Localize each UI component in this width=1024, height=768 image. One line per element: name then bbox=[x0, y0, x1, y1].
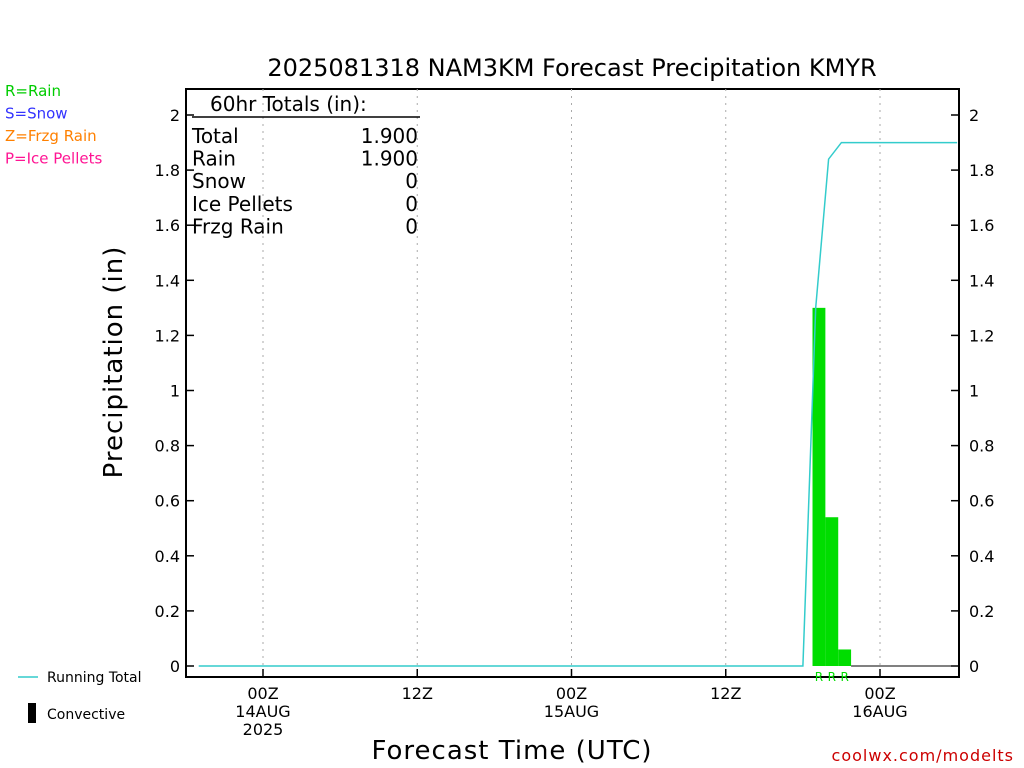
y-tick-label-right: 0.2 bbox=[969, 602, 994, 621]
totals-row-value: 0 bbox=[405, 214, 418, 238]
totals-row-label: Total bbox=[191, 124, 239, 148]
running-total-series bbox=[198, 141, 959, 667]
y-tick-label: 1.4 bbox=[155, 271, 180, 290]
y-axis-right: 0 0.2 0.4 0.6 0.8 1 1.2 1.4 1.6 1.8 2 bbox=[951, 106, 994, 676]
precip-type-legend-item: R=Rain bbox=[5, 82, 61, 100]
y-tick-label: 0.8 bbox=[155, 437, 180, 456]
x-tick-label: 00Z bbox=[864, 684, 895, 703]
y-tick-label-right: 1.2 bbox=[969, 326, 994, 345]
x-tick-label: 15AUG bbox=[544, 702, 599, 721]
series-legend: Running Total Convective bbox=[18, 670, 142, 723]
y-axis-title: Precipitation (in) bbox=[99, 246, 129, 479]
totals-row-value: 1.900 bbox=[361, 147, 418, 171]
totals-row-label: Rain bbox=[192, 147, 236, 171]
y-tick-label-right: 1 bbox=[969, 382, 979, 401]
y-tick-label: 1.2 bbox=[155, 326, 180, 345]
precip-bar bbox=[812, 307, 826, 666]
bar-type-label: R bbox=[815, 670, 823, 684]
x-tick-label: 16AUG bbox=[852, 702, 907, 721]
precip-type-legend-item: P=Ice Pellets bbox=[5, 150, 102, 168]
x-tick-label: 12Z bbox=[710, 684, 741, 703]
x-tick-label: 14AUG bbox=[235, 702, 290, 721]
grid-lines bbox=[262, 89, 881, 677]
x-tick-label: 00Z bbox=[247, 684, 278, 703]
chart-title: 2025081318 NAM3KM Forecast Precipitation… bbox=[267, 54, 876, 82]
y-tick-label: 0.6 bbox=[155, 492, 180, 511]
y-tick-label: 2 bbox=[170, 106, 180, 125]
totals-row-value: 0 bbox=[405, 169, 418, 193]
precip-bars bbox=[812, 307, 852, 666]
x-axis-title: Forecast Time (UTC) bbox=[371, 736, 652, 766]
plot-frame bbox=[185, 88, 960, 678]
convective-legend-swatch bbox=[28, 703, 36, 723]
y-tick-label-right: 0 bbox=[969, 657, 979, 676]
x-tick-label: 12Z bbox=[402, 684, 433, 703]
running-total-line bbox=[198, 141, 958, 667]
y-tick-label: 1 bbox=[170, 382, 180, 401]
y-tick-label-right: 1.4 bbox=[969, 271, 994, 290]
totals-row-value: 1.900 bbox=[361, 124, 418, 148]
precip-type-legend-item: Z=Frzg Rain bbox=[5, 127, 97, 145]
x-tick-label: 00Z bbox=[556, 684, 587, 703]
y-tick-label: 0 bbox=[170, 657, 180, 676]
precip-bar bbox=[838, 649, 852, 666]
y-tick-label-right: 0.4 bbox=[969, 547, 994, 566]
y-tick-label-right: 0.6 bbox=[969, 492, 994, 511]
totals-header: 60hr Totals (in): bbox=[210, 92, 367, 116]
totals-row-label: Frzg Rain bbox=[192, 214, 284, 238]
y-tick-label-right: 1.8 bbox=[969, 161, 994, 180]
x-tick-label: 2025 bbox=[243, 720, 284, 739]
totals-row-label: Ice Pellets bbox=[192, 192, 293, 216]
precip-bar bbox=[825, 517, 839, 666]
credit-text: coolwx.com/modelts bbox=[832, 746, 1014, 765]
bar-type-label: R bbox=[828, 670, 836, 684]
totals-row-label: Snow bbox=[192, 169, 246, 193]
precip-type-legend: R=Rain S=Snow Z=Frzg Rain P=Ice Pellets bbox=[5, 82, 102, 168]
running-total-legend-label: Running Total bbox=[47, 670, 142, 686]
y-tick-label-right: 2 bbox=[969, 106, 979, 125]
bar-type-label: R bbox=[840, 670, 848, 684]
convective-legend-label: Convective bbox=[47, 707, 125, 723]
y-tick-label: 0.4 bbox=[155, 547, 180, 566]
totals-rows: Total 1.900 Rain 1.900 Snow 0 Ice Pellets 0 Frzg… bbox=[191, 124, 418, 238]
y-axis-left: 0 0.2 0.4 0.6 0.8 1 1.2 1.4 1.6 1.8 2 bbox=[155, 106, 194, 676]
totals-box: 60hr Totals (in): Total 1.900 Rain 1.900 Sno… bbox=[191, 92, 420, 238]
y-tick-label-right: 0.8 bbox=[969, 437, 994, 456]
y-tick-label-right: 1.6 bbox=[969, 216, 994, 235]
y-tick-label: 0.2 bbox=[155, 602, 180, 621]
totals-row-value: 0 bbox=[405, 192, 418, 216]
precip-type-legend-item: S=Snow bbox=[5, 105, 68, 123]
y-tick-label: 1.8 bbox=[155, 161, 180, 180]
y-tick-label: 1.6 bbox=[155, 216, 180, 235]
